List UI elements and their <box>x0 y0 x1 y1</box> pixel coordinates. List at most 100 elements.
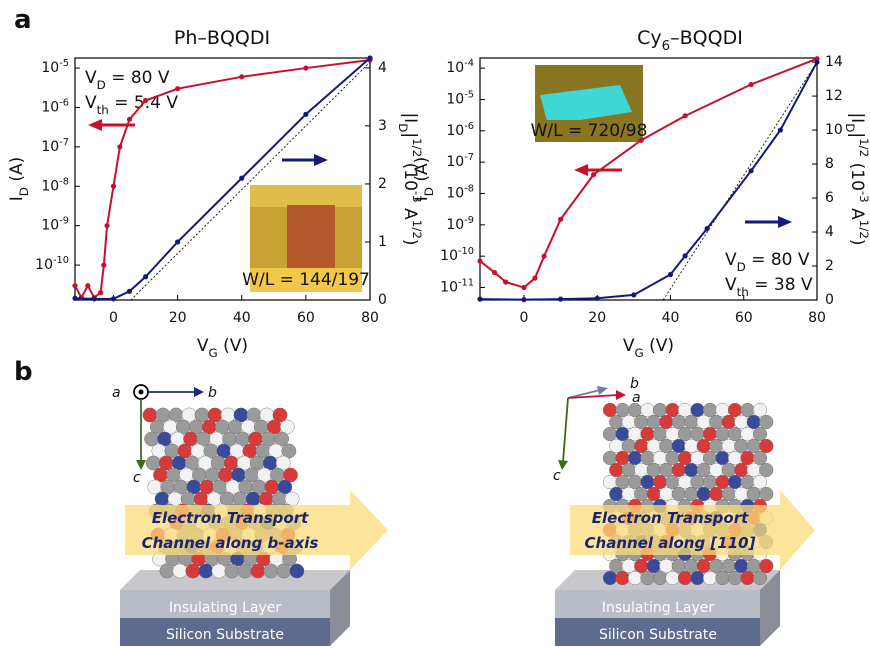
atom <box>697 415 711 429</box>
data-point <box>85 283 90 288</box>
atom <box>722 559 736 573</box>
y2-tick-label: 0 <box>825 292 834 308</box>
data-point <box>532 275 537 280</box>
atom <box>160 564 174 578</box>
atom <box>647 439 661 453</box>
data-point <box>542 254 547 259</box>
panel-label: a <box>14 5 32 35</box>
atom <box>734 487 748 501</box>
x-tick-label: 60 <box>297 310 315 326</box>
atom <box>753 427 767 441</box>
atom <box>622 439 636 453</box>
atom <box>603 427 617 441</box>
data-point <box>175 239 180 244</box>
atom <box>684 559 698 573</box>
atom <box>634 439 648 453</box>
atom <box>628 451 642 465</box>
atom <box>734 439 748 453</box>
atom <box>634 487 648 501</box>
atom <box>666 475 680 489</box>
y2-tick-label: 2 <box>825 258 834 274</box>
atom <box>716 403 730 417</box>
atom <box>747 487 761 501</box>
atom <box>728 451 742 465</box>
atom <box>672 559 686 573</box>
atom <box>672 487 686 501</box>
atom <box>603 475 617 489</box>
atom <box>641 451 655 465</box>
atom <box>148 480 162 494</box>
atom <box>709 559 723 573</box>
data-point <box>683 253 688 258</box>
y-tick-label: 10-8 <box>41 176 69 195</box>
atom <box>603 451 617 465</box>
atom <box>759 463 773 477</box>
annotation: VD = 80 V <box>725 250 810 274</box>
atom <box>641 403 655 417</box>
atom <box>647 415 661 429</box>
atom <box>653 451 667 465</box>
atom <box>173 564 187 578</box>
atom <box>609 559 623 573</box>
annotation: Vth = 38 V <box>725 275 813 299</box>
atom <box>290 564 304 578</box>
atom <box>684 415 698 429</box>
y-tick-label: 10-9 <box>41 215 69 234</box>
data-point <box>521 297 526 302</box>
atom <box>734 559 748 573</box>
atom <box>716 475 730 489</box>
atom <box>622 415 636 429</box>
atom <box>641 571 655 585</box>
data-point <box>143 274 148 279</box>
atom <box>672 415 686 429</box>
atom <box>622 487 636 501</box>
atom <box>734 463 748 477</box>
inset-label: W/L = 144/197 <box>242 270 370 290</box>
data-point <box>104 223 109 228</box>
atom <box>609 487 623 501</box>
inset-label: W/L = 720/98 <box>531 121 648 141</box>
x-tick-label: 0 <box>519 310 528 326</box>
atom <box>603 571 617 585</box>
data-point <box>303 65 308 70</box>
atom <box>697 559 711 573</box>
atom <box>691 475 705 489</box>
atom <box>659 415 673 429</box>
atom <box>691 427 705 441</box>
data-point <box>98 290 103 295</box>
y-tick-label: 10-5 <box>41 58 69 77</box>
atom <box>143 408 157 422</box>
atom <box>703 403 717 417</box>
y2-tick-label: 4 <box>378 60 387 76</box>
atom <box>666 427 680 441</box>
data-point <box>143 98 148 103</box>
atom <box>716 571 730 585</box>
atom <box>628 427 642 441</box>
y2-tick-label: 3 <box>378 118 387 134</box>
atom <box>759 415 773 429</box>
atom <box>709 439 723 453</box>
atom <box>616 403 630 417</box>
atom <box>659 559 673 573</box>
x-tick-label: 20 <box>588 310 606 326</box>
layer-label: Insulating Layer <box>602 600 715 616</box>
atom <box>277 564 291 578</box>
atom <box>684 439 698 453</box>
atom <box>753 475 767 489</box>
atom <box>722 463 736 477</box>
atom <box>741 571 755 585</box>
atom <box>653 403 667 417</box>
x-tick-label: 80 <box>808 310 826 326</box>
atom <box>678 451 692 465</box>
atom <box>144 432 158 446</box>
atom <box>678 403 692 417</box>
atom <box>703 571 717 585</box>
atom <box>251 564 265 578</box>
atom <box>616 427 630 441</box>
atom <box>647 559 661 573</box>
data-point <box>367 55 372 60</box>
atom <box>716 427 730 441</box>
x-axis-label: VG (V) <box>623 336 674 360</box>
y2-axis-label: |ID|1/2 (10-3 A1/2) <box>844 112 870 245</box>
atom <box>628 571 642 585</box>
